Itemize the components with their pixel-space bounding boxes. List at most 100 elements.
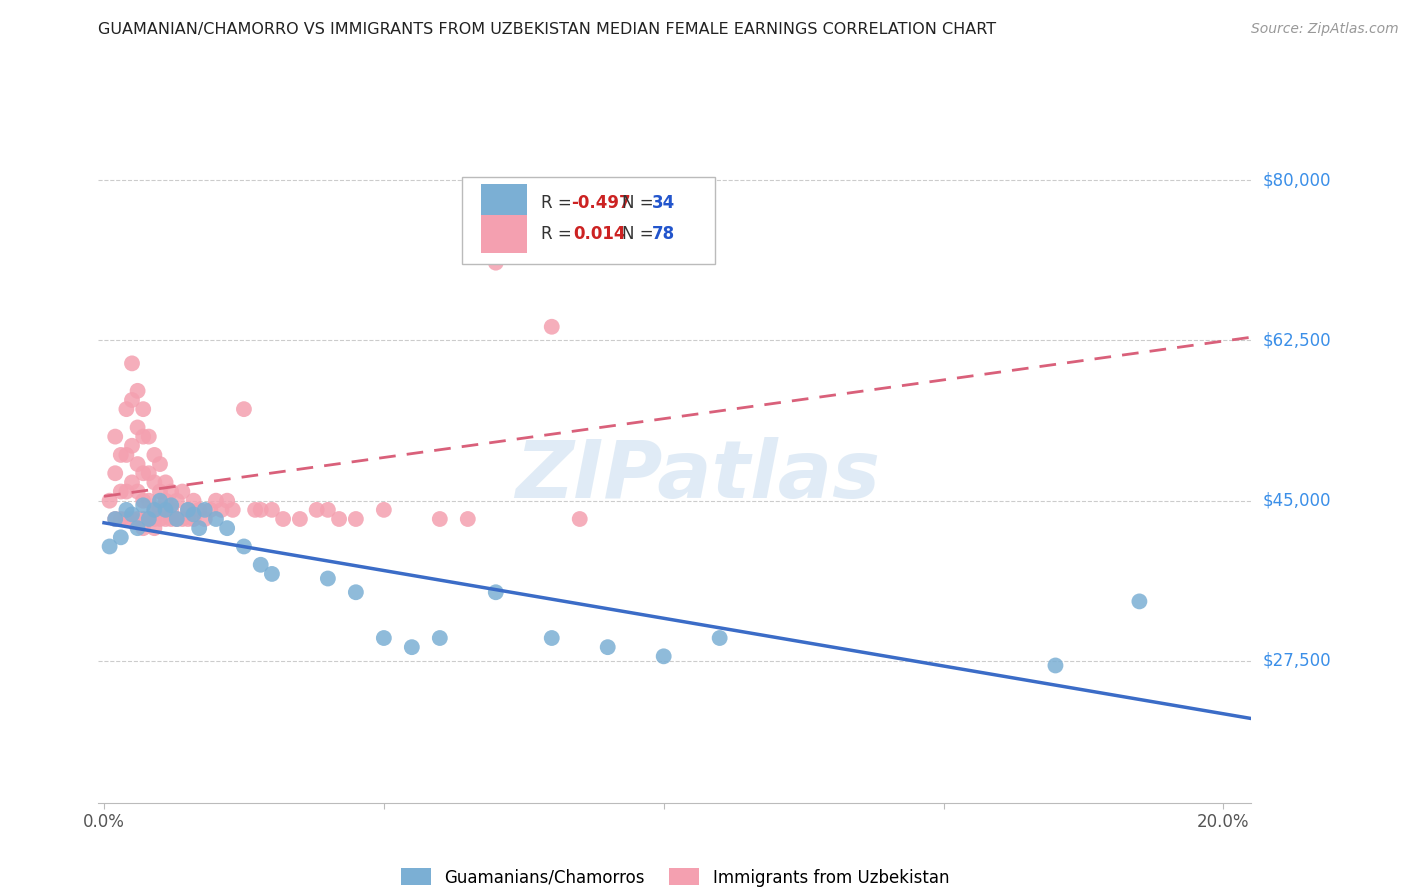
Point xyxy=(155,503,177,517)
Point xyxy=(104,467,127,481)
Point xyxy=(110,484,132,499)
Point xyxy=(232,540,254,554)
Point xyxy=(373,631,395,645)
Point xyxy=(188,521,211,535)
Point xyxy=(110,530,132,544)
Point xyxy=(121,508,143,522)
Point xyxy=(132,512,155,526)
Point xyxy=(121,439,143,453)
Point xyxy=(121,392,143,407)
Text: 78: 78 xyxy=(652,225,675,243)
Text: Source: ZipAtlas.com: Source: ZipAtlas.com xyxy=(1251,22,1399,37)
Text: GUAMANIAN/CHAMORRO VS IMMIGRANTS FROM UZBEKISTAN MEDIAN FEMALE EARNINGS CORRELAT: GUAMANIAN/CHAMORRO VS IMMIGRANTS FROM UZ… xyxy=(98,22,997,37)
Point xyxy=(373,503,395,517)
Point xyxy=(328,512,350,526)
Point xyxy=(104,429,127,443)
Point xyxy=(166,512,188,526)
Text: -0.497: -0.497 xyxy=(571,194,631,211)
Point xyxy=(568,512,591,526)
Point xyxy=(132,467,155,481)
Point xyxy=(271,512,294,526)
Point xyxy=(115,484,138,499)
Point xyxy=(183,512,205,526)
Point xyxy=(249,503,271,517)
Point xyxy=(211,503,233,517)
Point xyxy=(155,493,177,508)
Point xyxy=(540,319,562,334)
Point xyxy=(160,484,183,499)
Point xyxy=(401,640,423,655)
Point xyxy=(127,521,149,535)
Point xyxy=(138,512,160,526)
Text: N =: N = xyxy=(621,225,659,243)
Point xyxy=(160,498,183,512)
Text: N =: N = xyxy=(621,194,659,211)
Point xyxy=(172,484,194,499)
Point xyxy=(316,572,339,586)
Legend: Guamanians/Chamorros, Immigrants from Uzbekistan: Guamanians/Chamorros, Immigrants from Uz… xyxy=(394,862,956,892)
Point xyxy=(132,498,155,512)
Point xyxy=(110,448,132,462)
Point xyxy=(652,649,675,664)
Point xyxy=(344,585,367,599)
Point xyxy=(260,566,283,581)
Point xyxy=(115,503,138,517)
Point xyxy=(143,503,166,517)
Point xyxy=(127,420,149,434)
Point xyxy=(138,512,160,526)
Point xyxy=(222,503,245,517)
Point xyxy=(205,493,228,508)
Point xyxy=(127,484,149,499)
Text: ZIPatlas: ZIPatlas xyxy=(516,437,880,515)
Text: R =: R = xyxy=(541,194,576,211)
Point xyxy=(232,402,254,417)
Point xyxy=(160,503,183,517)
Point xyxy=(143,512,166,526)
Point xyxy=(127,384,149,398)
Point xyxy=(132,402,155,417)
Point xyxy=(138,493,160,508)
Point xyxy=(149,503,172,517)
FancyBboxPatch shape xyxy=(481,184,527,222)
Text: 0.014: 0.014 xyxy=(574,225,626,243)
Point xyxy=(98,493,121,508)
Point xyxy=(243,503,266,517)
Point xyxy=(183,493,205,508)
Point xyxy=(149,493,172,508)
Text: $45,000: $45,000 xyxy=(1263,491,1331,509)
Point xyxy=(249,558,271,572)
Point xyxy=(132,493,155,508)
Point xyxy=(121,512,143,526)
Point xyxy=(172,512,194,526)
Point xyxy=(217,493,239,508)
Text: $27,500: $27,500 xyxy=(1263,652,1331,670)
Text: 34: 34 xyxy=(652,194,675,211)
Point xyxy=(110,512,132,526)
Point xyxy=(288,512,311,526)
Point xyxy=(132,429,155,443)
Point xyxy=(98,540,121,554)
Point xyxy=(104,512,127,526)
Point xyxy=(143,521,166,535)
Point xyxy=(194,512,217,526)
Point xyxy=(160,512,183,526)
Point xyxy=(596,640,619,655)
Point xyxy=(485,255,508,269)
Point xyxy=(143,475,166,490)
Point xyxy=(1128,594,1150,608)
Point xyxy=(166,493,188,508)
Text: R =: R = xyxy=(541,225,582,243)
Point xyxy=(457,512,479,526)
FancyBboxPatch shape xyxy=(481,215,527,253)
Point xyxy=(155,475,177,490)
Point xyxy=(121,475,143,490)
Point xyxy=(709,631,731,645)
Point xyxy=(1045,658,1067,673)
Point xyxy=(194,503,217,517)
Point xyxy=(183,508,205,522)
Point xyxy=(513,219,536,233)
Point xyxy=(155,512,177,526)
Point xyxy=(177,512,200,526)
Point xyxy=(127,512,149,526)
Point xyxy=(138,467,160,481)
